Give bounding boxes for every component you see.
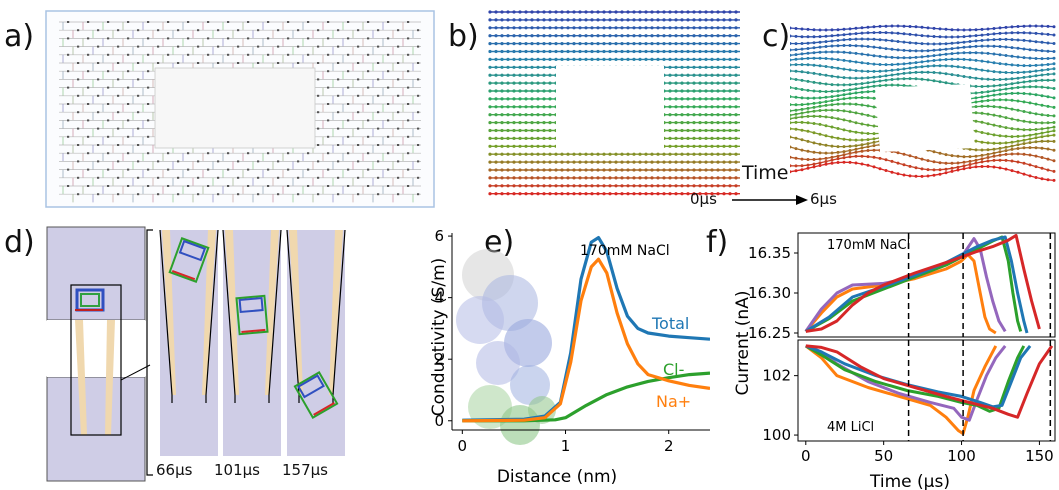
panel-d-nanopore (46, 226, 346, 482)
panel-label-e: e) (484, 225, 515, 260)
snapshot-pore-left (162, 230, 176, 395)
time-start-label: 0µs (690, 190, 717, 208)
deformed-row (790, 44, 1055, 53)
f-top-trace-5 (805, 233, 1041, 333)
panel-b-origami-flat (488, 10, 740, 196)
e-ytick-label: 6 (434, 227, 444, 245)
e-ytick-label: 4 (434, 289, 444, 307)
snapshot-pore-right (265, 230, 279, 395)
snapshot-label-2: 101µs (214, 461, 260, 479)
e-xtick-label: 2 (664, 437, 674, 455)
f-bot-trace-5 (805, 344, 1054, 419)
snapshot-pore-left (225, 230, 239, 395)
panel-c-origami-deformed (790, 24, 1056, 182)
zoom-bracket (146, 229, 153, 476)
f-top-ytick-label: 16.35 (748, 244, 791, 262)
deformed-row (790, 161, 1055, 182)
e-series-na (462, 257, 710, 423)
zoom-box (70, 284, 122, 436)
panel-label-c: c) (762, 19, 791, 54)
f-bot-trace-4 (805, 344, 1032, 409)
f-bottom-annotation: 4M LiCl (827, 420, 874, 435)
membrane-bottom (46, 376, 146, 482)
f-top-trace-4 (805, 235, 1029, 334)
legend-total: Total (651, 314, 689, 333)
f-ylabel: Current (nA) (733, 291, 753, 396)
snapshot-panels (159, 229, 346, 456)
time-label: Time (742, 162, 789, 184)
e-xlabel: Distance (nm) (497, 467, 617, 487)
e-xtick-label: 1 (561, 437, 571, 455)
deformed-row (790, 70, 1055, 81)
time-arrow-icon (732, 195, 808, 205)
deformed-cavity (875, 84, 975, 152)
f-top-ytick-label: 16.30 (748, 284, 791, 302)
schematic-cavity (154, 67, 316, 149)
legend-na: Na+ (656, 392, 691, 411)
f-bot-xtick-label: 100 (947, 447, 976, 465)
e-xtick-label: 0 (458, 437, 468, 455)
e-series-cl (462, 371, 710, 423)
f-bot-ytick-label: 100 (762, 426, 791, 444)
origami-miniature (75, 288, 105, 312)
panel-label-b: b) (448, 19, 479, 54)
legend-cl: Cl- (663, 360, 684, 379)
f-bot-xtick-label: 50 (874, 447, 893, 465)
snapshot-label-3: 157µs (282, 461, 328, 479)
deformed-row (790, 25, 1055, 31)
origami-cavity (556, 66, 664, 150)
panel-label-a: a) (4, 19, 35, 54)
panel-label-d: d) (4, 225, 35, 260)
deformed-row (790, 77, 1055, 88)
deformed-row (790, 57, 1055, 67)
panel-e-chart: 0 2 4 6 0 1 2 170mM NaCl Total Cl- Na+ Distanc… (430, 227, 710, 487)
panel-f-chart: 16.25 16.30 16.35 100 102 0 50 100 150 170mM Na… (733, 232, 1056, 490)
deformed-row (790, 51, 1055, 60)
snapshot-pore-right (329, 230, 343, 395)
f-top-annotation: 170mM NaCl (827, 238, 910, 253)
pore-wall-left (75, 320, 87, 435)
f-top-frame (797, 232, 1056, 338)
snapshot-origami (168, 237, 210, 283)
e-ylabel: Conductivity (S/m) (430, 258, 449, 417)
snapshot-pore-left (289, 230, 303, 395)
f-xlabel: Time (µs) (869, 472, 950, 490)
e-annotation: 170mM NaCl (580, 243, 670, 259)
panel-a-schematic (45, 10, 435, 208)
snapshot-origami (293, 371, 339, 419)
f-bot-trace-1 (804, 344, 998, 436)
snapshot-origami (235, 294, 269, 336)
e-ytick-label: 2 (434, 350, 444, 368)
f-top-ytick-label: 16.25 (748, 324, 791, 342)
panel-label-f: f) (706, 225, 729, 260)
deformed-row (790, 31, 1055, 38)
schematic-strands (59, 21, 421, 203)
f-bot-trace-3 (805, 344, 1026, 413)
f-bot-frame (797, 339, 1056, 442)
membrane-top (46, 226, 146, 321)
f-bot-xtick-label: 150 (1025, 447, 1054, 465)
zoom-line (120, 364, 151, 381)
snapshot-pore-right (202, 230, 216, 395)
f-top-trace-1 (804, 253, 997, 335)
pore-gap (47, 320, 145, 377)
deformed-row (790, 38, 1055, 45)
f-bot-xtick-label: 0 (801, 447, 811, 465)
snapshot-label-1: 66µs (156, 461, 193, 479)
time-end-label: 6µs (810, 190, 837, 208)
deformed-row (790, 149, 1055, 164)
e-ytick-label: 0 (434, 412, 444, 430)
deformed-row (790, 63, 1055, 74)
pore-wall-right (105, 320, 115, 435)
f-bot-ytick-label: 102 (762, 367, 791, 385)
deformed-row (790, 155, 1055, 173)
